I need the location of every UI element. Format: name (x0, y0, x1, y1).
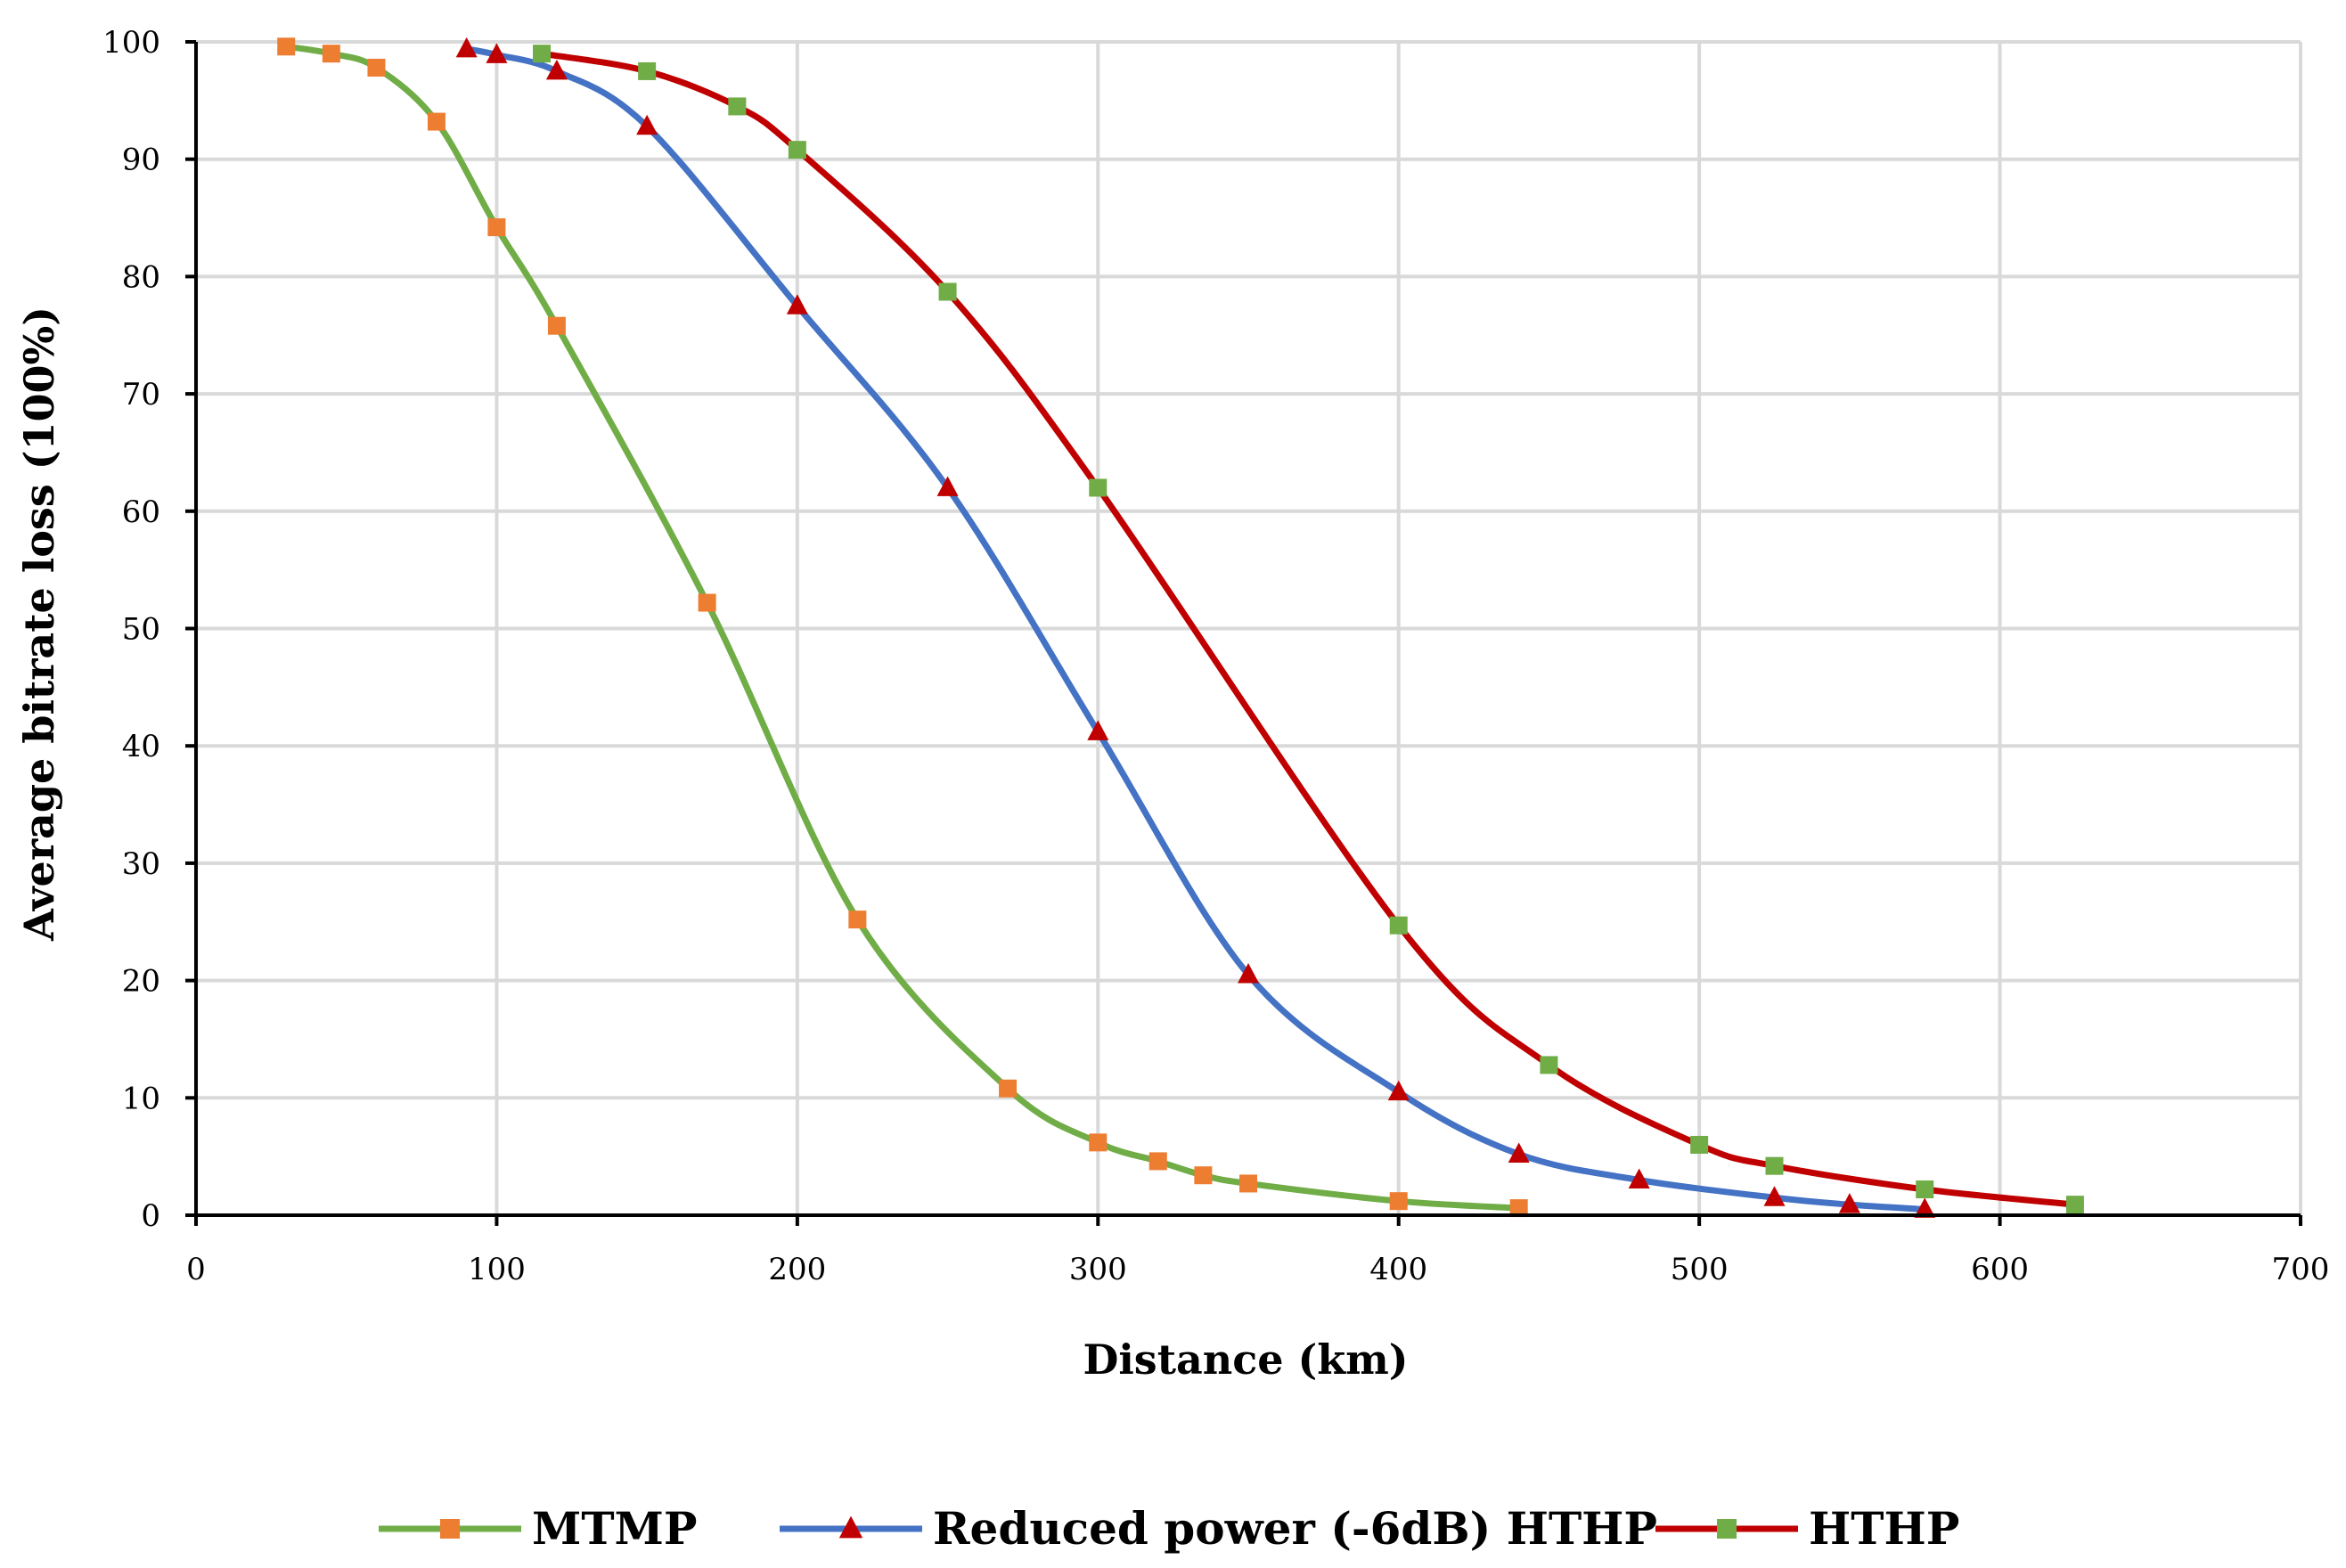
data-point (486, 43, 508, 63)
data-point (1387, 1080, 1410, 1101)
y-tick-label: 100 (102, 25, 160, 61)
x-tick-label: 200 (768, 1252, 826, 1287)
data-point (936, 476, 959, 496)
data-point (786, 294, 808, 314)
tick-labels: 0 100 200 300 400 500 600 700 0 10 20 30 40 50 60 70 80 9… (102, 25, 2329, 1287)
legend-item: MTMP (379, 1502, 698, 1555)
data-point (1838, 1193, 1860, 1213)
legend-item: HTHP (1655, 1502, 1959, 1555)
legend-marker (838, 1515, 863, 1539)
data-point (322, 45, 340, 63)
grid (196, 40, 2302, 1215)
x-tick-label: 400 (1369, 1252, 1427, 1287)
data-point (1089, 1133, 1108, 1152)
legend-marker (440, 1519, 460, 1539)
series-line (463, 45, 1928, 1213)
data-point (1763, 1186, 1786, 1206)
data-point (545, 59, 568, 80)
x-axis-title: Distance (km) (1083, 1335, 1408, 1384)
data-point (2065, 1196, 2084, 1214)
y-tick-label: 40 (122, 729, 160, 764)
data-point (533, 45, 552, 63)
y-tick-label: 60 (122, 494, 160, 530)
legend-label: Reduced power (-6dB) HTHP (933, 1502, 1657, 1555)
data-point (1194, 1166, 1213, 1185)
y-tick-label: 80 (122, 259, 160, 295)
data-point (938, 282, 957, 301)
data-point (788, 141, 806, 159)
series-3 (533, 45, 2084, 1214)
series-2 (455, 37, 1936, 1218)
data-point (698, 593, 716, 612)
data-point (1914, 1197, 1936, 1218)
y-tick-label: 30 (122, 846, 160, 882)
x-tick-label: 700 (2272, 1252, 2330, 1287)
y-tick-label: 50 (122, 612, 160, 648)
y-tick-label: 70 (122, 377, 160, 412)
legend: MTMP Reduced power (-6dB) HTHP HTHP (379, 1502, 1959, 1555)
legend-marker (1717, 1519, 1737, 1539)
x-tick-label: 0 (186, 1252, 206, 1287)
legend-label: MTMP (532, 1502, 698, 1555)
data-point (1916, 1180, 1934, 1199)
x-tick-label: 600 (1971, 1252, 2029, 1287)
data-point (1238, 962, 1259, 984)
y-tick-label: 10 (122, 1081, 160, 1116)
data-point (1389, 916, 1408, 935)
data-point (1628, 1168, 1650, 1188)
data-point (367, 58, 386, 77)
data-point (1690, 1135, 1709, 1154)
legend-item: Reduced power (-6dB) HTHP (780, 1502, 1657, 1555)
data-point (638, 61, 657, 80)
data-point (636, 114, 658, 135)
y-tick-label: 90 (122, 143, 160, 178)
y-tick-label: 20 (122, 964, 160, 1000)
legend-label: HTHP (1809, 1502, 1959, 1555)
data-point (1508, 1142, 1530, 1163)
data-point (1389, 1192, 1408, 1211)
x-tick-label: 300 (1069, 1252, 1127, 1287)
y-axis-title: Average bitrate loss (100%) (15, 306, 63, 942)
data-point (1148, 1152, 1167, 1171)
data-point (547, 316, 566, 335)
data-point (1540, 1056, 1558, 1074)
x-tick-label: 100 (468, 1252, 526, 1287)
y-tick-label: 0 (141, 1198, 160, 1234)
data-point (1509, 1199, 1528, 1218)
data-point (1765, 1156, 1784, 1175)
data-point (848, 911, 867, 929)
data-point (728, 97, 747, 116)
series-layer (277, 37, 2084, 1218)
data-point (277, 37, 296, 56)
data-point (487, 218, 506, 237)
data-point (1239, 1174, 1257, 1193)
axes (185, 40, 2302, 1226)
data-point (1089, 478, 1108, 497)
data-point (999, 1079, 1018, 1098)
data-point (1087, 720, 1109, 740)
x-tick-label: 500 (1671, 1252, 1729, 1287)
series-1 (277, 37, 1528, 1218)
data-point (455, 37, 478, 58)
data-point (427, 112, 445, 131)
